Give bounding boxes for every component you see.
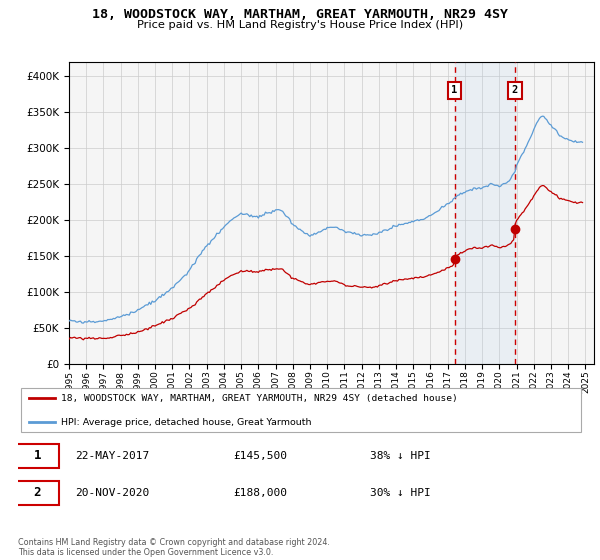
Text: 1: 1 bbox=[451, 85, 458, 95]
Text: 22-MAY-2017: 22-MAY-2017 bbox=[75, 451, 149, 461]
FancyBboxPatch shape bbox=[15, 444, 59, 468]
Text: £188,000: £188,000 bbox=[233, 488, 287, 498]
Bar bbox=[455, 62, 515, 364]
Text: £145,500: £145,500 bbox=[233, 451, 287, 461]
Text: 20-NOV-2020: 20-NOV-2020 bbox=[75, 488, 149, 498]
Text: 30% ↓ HPI: 30% ↓ HPI bbox=[370, 488, 430, 498]
Text: 1: 1 bbox=[34, 449, 41, 462]
Text: 18, WOODSTOCK WAY, MARTHAM, GREAT YARMOUTH, NR29 4SY: 18, WOODSTOCK WAY, MARTHAM, GREAT YARMOU… bbox=[92, 8, 508, 21]
FancyBboxPatch shape bbox=[15, 481, 59, 505]
Text: 2: 2 bbox=[34, 486, 41, 500]
Text: 38% ↓ HPI: 38% ↓ HPI bbox=[370, 451, 430, 461]
Text: 18, WOODSTOCK WAY, MARTHAM, GREAT YARMOUTH, NR29 4SY (detached house): 18, WOODSTOCK WAY, MARTHAM, GREAT YARMOU… bbox=[61, 394, 457, 403]
Text: Price paid vs. HM Land Registry's House Price Index (HPI): Price paid vs. HM Land Registry's House … bbox=[137, 20, 463, 30]
Text: Contains HM Land Registry data © Crown copyright and database right 2024.
This d: Contains HM Land Registry data © Crown c… bbox=[18, 538, 330, 557]
Text: HPI: Average price, detached house, Great Yarmouth: HPI: Average price, detached house, Grea… bbox=[61, 418, 311, 427]
Text: 2: 2 bbox=[512, 85, 518, 95]
FancyBboxPatch shape bbox=[21, 388, 581, 432]
